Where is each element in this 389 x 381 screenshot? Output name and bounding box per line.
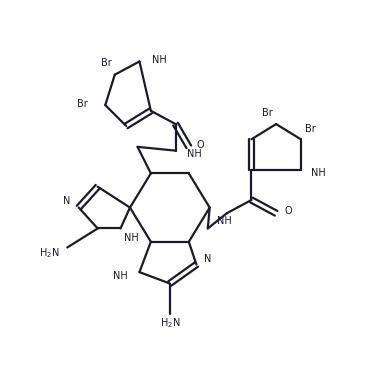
Text: NH: NH	[312, 168, 326, 178]
Text: NH: NH	[124, 233, 139, 243]
Text: NH: NH	[152, 54, 166, 64]
Text: O: O	[284, 207, 292, 216]
Text: NH: NH	[217, 216, 232, 226]
Text: N: N	[63, 196, 70, 206]
Text: Br: Br	[261, 109, 272, 118]
Text: H$_2$N: H$_2$N	[159, 317, 180, 330]
Text: O: O	[196, 140, 204, 150]
Text: NH: NH	[187, 149, 202, 159]
Text: H$_2$N: H$_2$N	[39, 246, 60, 260]
Text: Br: Br	[305, 123, 315, 134]
Text: Br: Br	[101, 58, 112, 68]
Text: N: N	[204, 254, 211, 264]
Text: NH: NH	[113, 271, 128, 281]
Text: Br: Br	[77, 99, 88, 109]
